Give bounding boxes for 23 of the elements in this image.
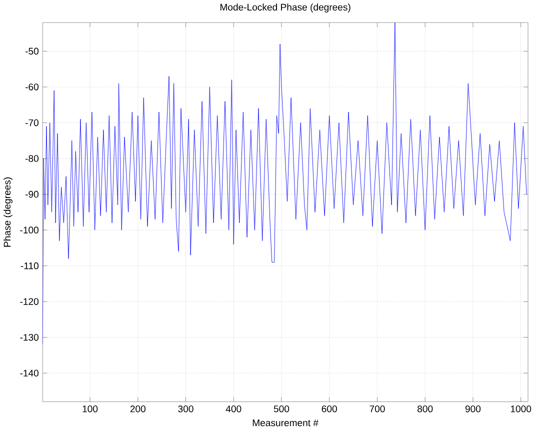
y-tick-label: -90 [26, 190, 39, 198]
x-axis-title: Measurement # [252, 420, 318, 426]
y-axis-title: Phase (degrees) [4, 178, 12, 247]
x-tick-label: 200 [130, 406, 146, 412]
y-tick-label: -70 [26, 119, 39, 126]
x-tick-label: 400 [226, 406, 242, 412]
y-tick-label: -120 [20, 298, 39, 306]
x-tick-label: 1000 [510, 406, 532, 412]
y-tick-label: -110 [20, 262, 39, 270]
x-tick-label: 100 [82, 406, 98, 412]
x-tick-label: 600 [322, 406, 337, 412]
y-tick-label: -50 [26, 48, 39, 55]
y-tick-label: -80 [26, 155, 39, 162]
x-tick-label: 500 [274, 406, 290, 412]
x-tick-label: 700 [370, 406, 385, 412]
y-tick-label: -100 [20, 226, 39, 234]
x-tick-label: 900 [465, 406, 481, 412]
y-tick-label: -140 [20, 370, 39, 377]
y-tick-label: -130 [20, 334, 39, 341]
x-tick-label: 800 [418, 406, 433, 412]
x-tick-label: 300 [178, 406, 194, 412]
chart-title: Mode-Locked Phase (degrees) [220, 4, 350, 13]
y-tick-label: -60 [26, 84, 39, 90]
